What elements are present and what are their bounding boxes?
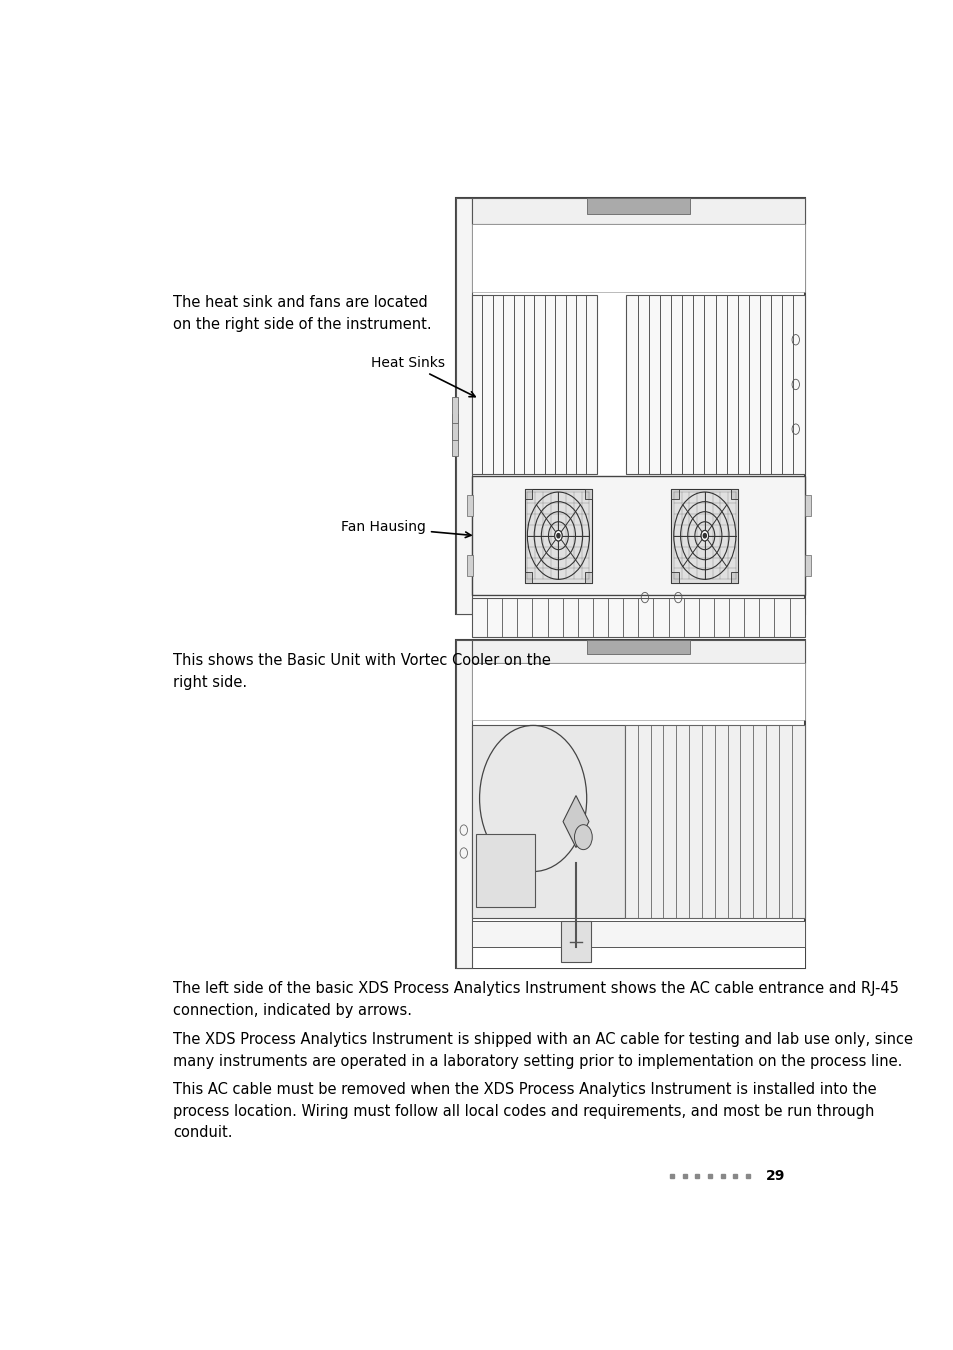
Bar — [586, 198, 689, 215]
Bar — [730, 572, 738, 583]
Bar — [584, 572, 592, 583]
Bar — [472, 614, 803, 637]
Bar — [452, 431, 457, 456]
Polygon shape — [562, 795, 588, 848]
Bar — [456, 640, 472, 968]
Bar — [456, 640, 803, 968]
Bar — [456, 198, 803, 614]
Bar — [671, 489, 738, 583]
Text: The XDS Process Analytics Instrument is shipped with an AC cable for testing and: The XDS Process Analytics Instrument is … — [173, 1031, 912, 1069]
Bar — [524, 572, 532, 583]
Text: Heat Sinks: Heat Sinks — [370, 356, 475, 397]
Bar — [671, 572, 678, 583]
Bar — [586, 640, 689, 653]
Text: The heat sink and fans are located
on the right side of the instrument.: The heat sink and fans are located on th… — [173, 296, 432, 332]
Bar — [671, 489, 678, 500]
Bar — [472, 663, 803, 720]
Bar — [626, 296, 803, 474]
Bar — [466, 495, 472, 516]
Bar — [584, 489, 592, 500]
Bar — [452, 413, 457, 440]
Bar — [730, 489, 738, 500]
Bar — [476, 834, 534, 907]
Text: Fan Hausing: Fan Hausing — [341, 520, 471, 537]
Text: The left side of the basic XDS Process Analytics Instrument shows the AC cable e: The left side of the basic XDS Process A… — [173, 981, 898, 1018]
Bar — [624, 725, 803, 918]
Circle shape — [700, 531, 708, 541]
Bar — [452, 397, 457, 423]
Bar — [472, 946, 803, 968]
Bar — [456, 198, 472, 614]
Text: This shows the Basic Unit with Vortec Cooler on the
right side.: This shows the Basic Unit with Vortec Co… — [173, 652, 551, 690]
Bar — [472, 640, 803, 663]
Bar — [472, 477, 803, 595]
Circle shape — [554, 531, 561, 541]
Circle shape — [557, 533, 559, 537]
Bar — [472, 296, 597, 474]
Bar — [472, 224, 803, 292]
Bar — [472, 598, 803, 637]
Bar — [466, 555, 472, 576]
Bar — [472, 921, 803, 946]
Text: This AC cable must be removed when the XDS Process Analytics Instrument is insta: This AC cable must be removed when the X… — [173, 1081, 876, 1141]
Bar — [472, 725, 624, 918]
Bar — [560, 921, 590, 963]
Bar — [803, 495, 810, 516]
Bar — [524, 489, 592, 583]
Bar — [803, 555, 810, 576]
Text: 29: 29 — [765, 1169, 784, 1183]
Bar — [524, 489, 532, 500]
Circle shape — [702, 533, 705, 537]
Bar — [472, 198, 803, 224]
Circle shape — [574, 825, 592, 849]
